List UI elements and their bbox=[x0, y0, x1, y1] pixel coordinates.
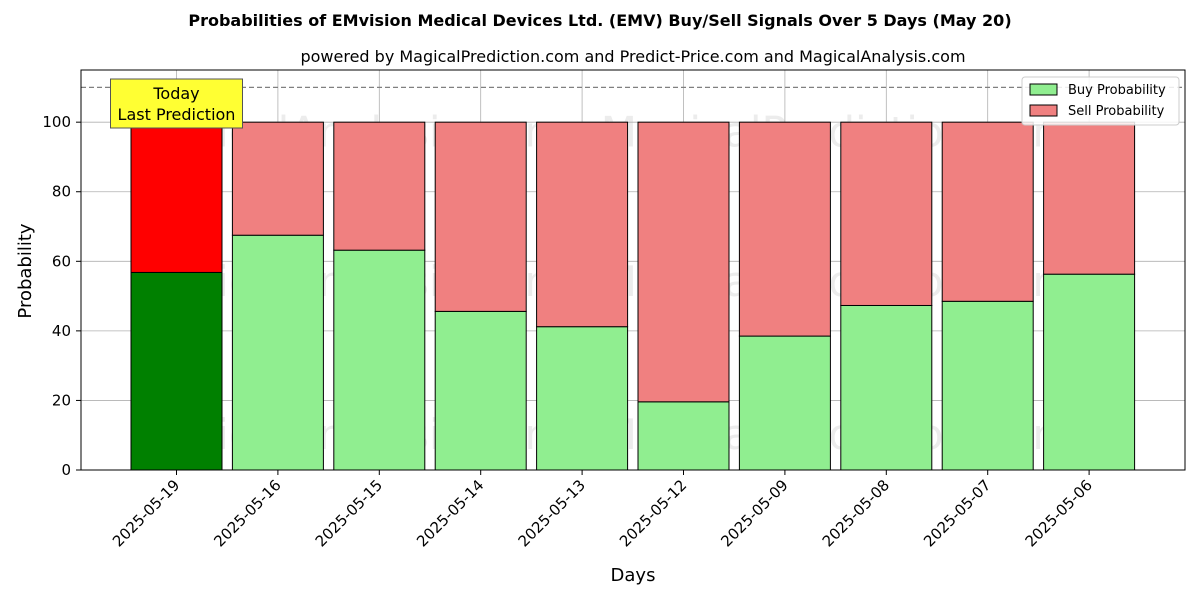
x-tick-label: 2025-05-09 bbox=[717, 476, 791, 550]
chart-subtitle: powered by MagicalPrediction.com and Pre… bbox=[300, 47, 965, 66]
x-axis-label: Days bbox=[611, 565, 656, 586]
bar-sell-2025-05-13 bbox=[536, 121, 629, 328]
plot-frame bbox=[80, 69, 1186, 471]
today-annotation: Today Last Prediction bbox=[110, 78, 243, 129]
legend-box bbox=[1021, 76, 1180, 126]
bars bbox=[130, 121, 1136, 471]
bar-buy-2025-05-12 bbox=[637, 401, 730, 471]
legend-swatch bbox=[1029, 104, 1058, 117]
chart-title: Probabilities of EMvision Medical Device… bbox=[188, 11, 1011, 30]
x-tick-label: 2025-05-19 bbox=[109, 476, 183, 550]
bar-sell-2025-05-09 bbox=[738, 121, 831, 337]
bar-buy-2025-05-07 bbox=[941, 300, 1034, 471]
y-tick-label: 0 bbox=[61, 461, 71, 479]
bar-buy-2025-05-16 bbox=[231, 234, 324, 471]
bar-buy-2025-05-15 bbox=[333, 249, 426, 471]
legend-swatch bbox=[1029, 83, 1058, 96]
x-tick-label: 2025-05-13 bbox=[515, 476, 589, 550]
y-tick-label: 60 bbox=[52, 252, 71, 270]
bar-sell-2025-05-08 bbox=[840, 121, 933, 306]
bar-buy-2025-05-09 bbox=[738, 335, 831, 471]
legend-label: Sell Probability bbox=[1068, 104, 1165, 119]
y-axis-label: Probability bbox=[15, 223, 36, 318]
x-tick-label: 2025-05-06 bbox=[1022, 476, 1096, 550]
bar-buy-2025-05-08 bbox=[840, 304, 933, 471]
y-tick-label: 80 bbox=[52, 183, 71, 201]
y-tick-label: 20 bbox=[52, 391, 71, 409]
bar-buy-2025-05-06 bbox=[1043, 273, 1136, 471]
x-tick-label: 2025-05-07 bbox=[920, 476, 994, 550]
bar-sell-2025-05-06 bbox=[1043, 121, 1136, 275]
x-tick-label: 2025-05-15 bbox=[312, 476, 386, 550]
bar-buy-2025-05-14 bbox=[434, 310, 527, 471]
bar-sell-2025-05-14 bbox=[434, 121, 527, 312]
bar-sell-2025-05-15 bbox=[333, 121, 426, 251]
bar-sell-2025-05-16 bbox=[231, 121, 324, 236]
x-tick-label: 2025-05-12 bbox=[616, 476, 690, 550]
annotation-box bbox=[110, 78, 243, 129]
y-tick-label: 100 bbox=[42, 113, 71, 131]
annotation-text: Last Prediction bbox=[118, 105, 236, 124]
bar-buy-2025-05-19 bbox=[130, 271, 223, 471]
x-tick-label: 2025-05-16 bbox=[210, 476, 284, 550]
bar-sell-2025-05-07 bbox=[941, 121, 1034, 302]
bar-sell-2025-05-19 bbox=[130, 121, 223, 273]
legend-label: Buy Probability bbox=[1068, 83, 1166, 98]
legend: Buy Probability Sell Probability bbox=[1021, 76, 1180, 126]
y-tick-label: 40 bbox=[52, 322, 71, 340]
bar-buy-2025-05-13 bbox=[536, 326, 629, 471]
bar-sell-2025-05-12 bbox=[637, 121, 730, 403]
x-tick-label: 2025-05-08 bbox=[819, 476, 893, 550]
annotation-text: Today bbox=[152, 84, 199, 103]
x-tick-label: 2025-05-14 bbox=[413, 476, 487, 550]
